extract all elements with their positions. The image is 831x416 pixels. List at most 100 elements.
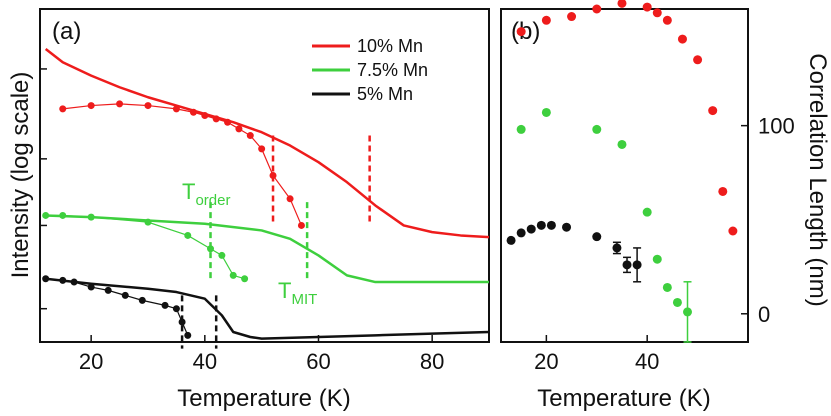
- series-5-mn-point: [184, 331, 192, 339]
- series-5-mn-point: [172, 305, 180, 313]
- series-7-5-mn-point: [144, 218, 152, 226]
- t-mit-annotation: TMIT: [278, 278, 317, 308]
- panel-a-x-tick-label: 20: [79, 349, 103, 374]
- series-7-5-mn-point: [516, 124, 526, 134]
- panel-b-x-axis-title: Temperature (K): [537, 385, 710, 412]
- series-10-mn-point: [617, 0, 627, 8]
- series-7-5-mn-point: [59, 211, 67, 219]
- series-5-mn-point: [546, 220, 556, 230]
- series-10-mn-point: [258, 145, 266, 153]
- series-7-5-mn-point: [662, 282, 672, 292]
- series-5-mn-point: [104, 286, 112, 294]
- series-7-5-mn-point: [207, 245, 215, 253]
- series-5-mn-point: [622, 260, 632, 270]
- series-7-5-mn-point: [87, 213, 95, 221]
- t-mit-main: T: [278, 278, 291, 303]
- series-10-mn-point: [516, 27, 526, 37]
- panel-b-y-tick-label: 100: [758, 114, 795, 139]
- series-5-mn-curve: [45, 277, 490, 340]
- series-5-mn-point: [592, 232, 602, 242]
- series-10-mn-point: [693, 55, 703, 65]
- series-5-mn-point: [42, 275, 50, 283]
- t-order-main: T: [182, 179, 195, 204]
- series-5-mn-point: [632, 260, 642, 270]
- series-5-mn-point: [516, 228, 526, 238]
- panel-a-legend: 10% Mn 7.5% Mn 5% Mn: [312, 36, 428, 104]
- t-order-annotation: Torder: [182, 179, 230, 209]
- panel-a-x-tick-label: 40: [193, 349, 217, 374]
- series-10-mn-point: [718, 186, 728, 196]
- series-7-5-mn-point: [683, 307, 693, 317]
- series-10-mn-point: [286, 195, 294, 203]
- panel-b-y-tick-label: 0: [758, 302, 770, 327]
- legend-label-7-5-mn: 7.5% Mn: [357, 60, 428, 80]
- series-10-mn-point: [116, 100, 124, 108]
- series-7-5-mn-point: [642, 207, 652, 217]
- series-7-5-mn-point: [241, 275, 249, 283]
- panel-a-frame: [39, 8, 490, 343]
- panel-a-x-axis-title: Temperature (K): [177, 385, 350, 412]
- series-5-mn-point: [59, 276, 67, 284]
- legend-label-5-mn: 5% Mn: [357, 84, 413, 104]
- series-10-mn-point: [172, 105, 180, 113]
- panel-a-marks: 20 40 60 80: [40, 47, 490, 374]
- series-5-mn-point: [506, 235, 516, 245]
- series-7-5-mn-point: [672, 297, 682, 307]
- panel-a-x-tick-label: 60: [306, 349, 330, 374]
- series-10-mn-curve: [44, 47, 490, 239]
- series-7-5-mn-point: [617, 139, 627, 149]
- panel-b-x-tick-label: 40: [635, 349, 659, 374]
- series-5-mn-point: [161, 301, 169, 309]
- series-7-5-mn-point: [541, 107, 551, 117]
- panel-b-y-axis-title: Correlation Length (nm): [804, 53, 831, 306]
- series-5-mn-point: [562, 222, 572, 232]
- legend-label-10-mn: 10% Mn: [357, 36, 423, 56]
- series-10-mn-point: [212, 115, 220, 123]
- series-5-mn-point: [536, 220, 546, 230]
- series-10-mn-point: [189, 108, 197, 116]
- series-7-5-mn-point: [592, 124, 602, 134]
- series-10-mn-point-line: [62, 103, 302, 226]
- series-10-mn-point: [541, 15, 551, 25]
- series-10-mn-point: [87, 102, 95, 110]
- series-10-mn-point: [246, 132, 254, 140]
- series-7-5-mn-curve: [45, 214, 489, 284]
- series-5-mn-point: [87, 283, 95, 291]
- series-10-mn-point: [297, 221, 305, 229]
- series-7-5-mn-point: [42, 211, 50, 219]
- panel-b-x-tick-label: 20: [534, 349, 558, 374]
- series-7-5-mn-point: [229, 271, 237, 279]
- series-5-mn-point: [121, 291, 129, 299]
- series-7-5-mn-point: [652, 254, 662, 264]
- series-10-mn-point: [708, 106, 718, 116]
- panel-a-y-axis-title: Intensity (log scale): [7, 72, 34, 279]
- panel-a-x-tick-label: 80: [420, 349, 444, 374]
- series-5-mn-point: [178, 318, 186, 326]
- series-10-mn-point: [592, 4, 602, 14]
- series-10-mn-point: [652, 8, 662, 18]
- panel-a-label: (a): [52, 18, 81, 45]
- series-10-mn-point: [235, 125, 243, 133]
- t-mit-subscript: MIT: [291, 291, 317, 308]
- series-7-5-mn-point: [218, 251, 226, 259]
- series-5-mn-point: [138, 296, 146, 304]
- series-5-mn-point: [612, 243, 622, 253]
- series-10-mn-point: [224, 118, 232, 126]
- series-10-mn-point: [728, 226, 738, 236]
- series-10-mn-point: [567, 12, 577, 22]
- series-10-mn-point: [677, 34, 687, 44]
- panel-b-label: (b): [511, 18, 540, 45]
- series-5-mn-point: [526, 224, 536, 234]
- series-10-mn-point: [662, 15, 672, 25]
- t-order-subscript: order: [195, 192, 230, 209]
- panel-b-marks: 20 40 0 100: [506, 0, 795, 374]
- series-5-mn-point: [70, 278, 78, 286]
- series-10-mn-point: [642, 2, 652, 12]
- panel-b-frame: [500, 8, 749, 343]
- series-7-5-mn-point: [184, 231, 192, 239]
- series-10-mn-point: [144, 102, 152, 110]
- series-10-mn-point: [59, 105, 67, 113]
- series-10-mn-point: [269, 172, 277, 179]
